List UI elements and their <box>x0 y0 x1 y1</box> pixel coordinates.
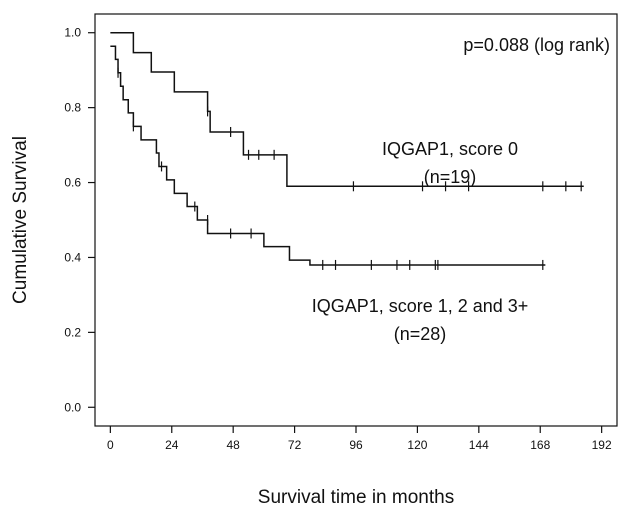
series-2-label: IQGAP1, score 1, 2 and 3+ <box>312 296 529 316</box>
y-axis: 0.0 0.2 0.4 0.6 0.8 1.0 <box>64 26 95 414</box>
x-tick-label: 72 <box>288 438 302 452</box>
y-axis-title: Cumulative Survival <box>10 136 31 304</box>
x-tick-label: 168 <box>530 438 550 452</box>
x-tick-label: 144 <box>469 438 489 452</box>
plot-frame <box>94 13 618 427</box>
x-tick-label: 48 <box>226 438 240 452</box>
y-tick-label: 0.6 <box>64 176 81 190</box>
y-tick-label: 0.4 <box>64 250 81 264</box>
series-2-count: (n=28) <box>394 324 447 344</box>
y-tick-label: 0.2 <box>64 325 81 339</box>
series-1-survival-line <box>110 31 584 188</box>
x-axis-title: Survival time in months <box>258 487 454 508</box>
series-1-count: (n=19) <box>424 167 477 187</box>
series-1-label: IQGAP1, score 0 <box>382 139 518 159</box>
x-tick-label: 0 <box>107 438 114 452</box>
y-tick-label: 0.0 <box>64 400 81 414</box>
y-tick-label: 1.0 <box>64 26 81 40</box>
series-2-survival-line <box>110 45 546 266</box>
x-tick-label: 24 <box>165 438 179 452</box>
x-axis: 0 24 48 72 96 120 144 168 192 <box>107 426 612 452</box>
x-tick-label: 192 <box>592 438 612 452</box>
y-tick-label: 0.8 <box>64 101 81 115</box>
x-tick-label: 120 <box>407 438 427 452</box>
x-tick-label: 96 <box>349 438 363 452</box>
survival-curves <box>110 31 584 270</box>
p-value-annotation: p=0.088 (log rank) <box>463 35 610 55</box>
